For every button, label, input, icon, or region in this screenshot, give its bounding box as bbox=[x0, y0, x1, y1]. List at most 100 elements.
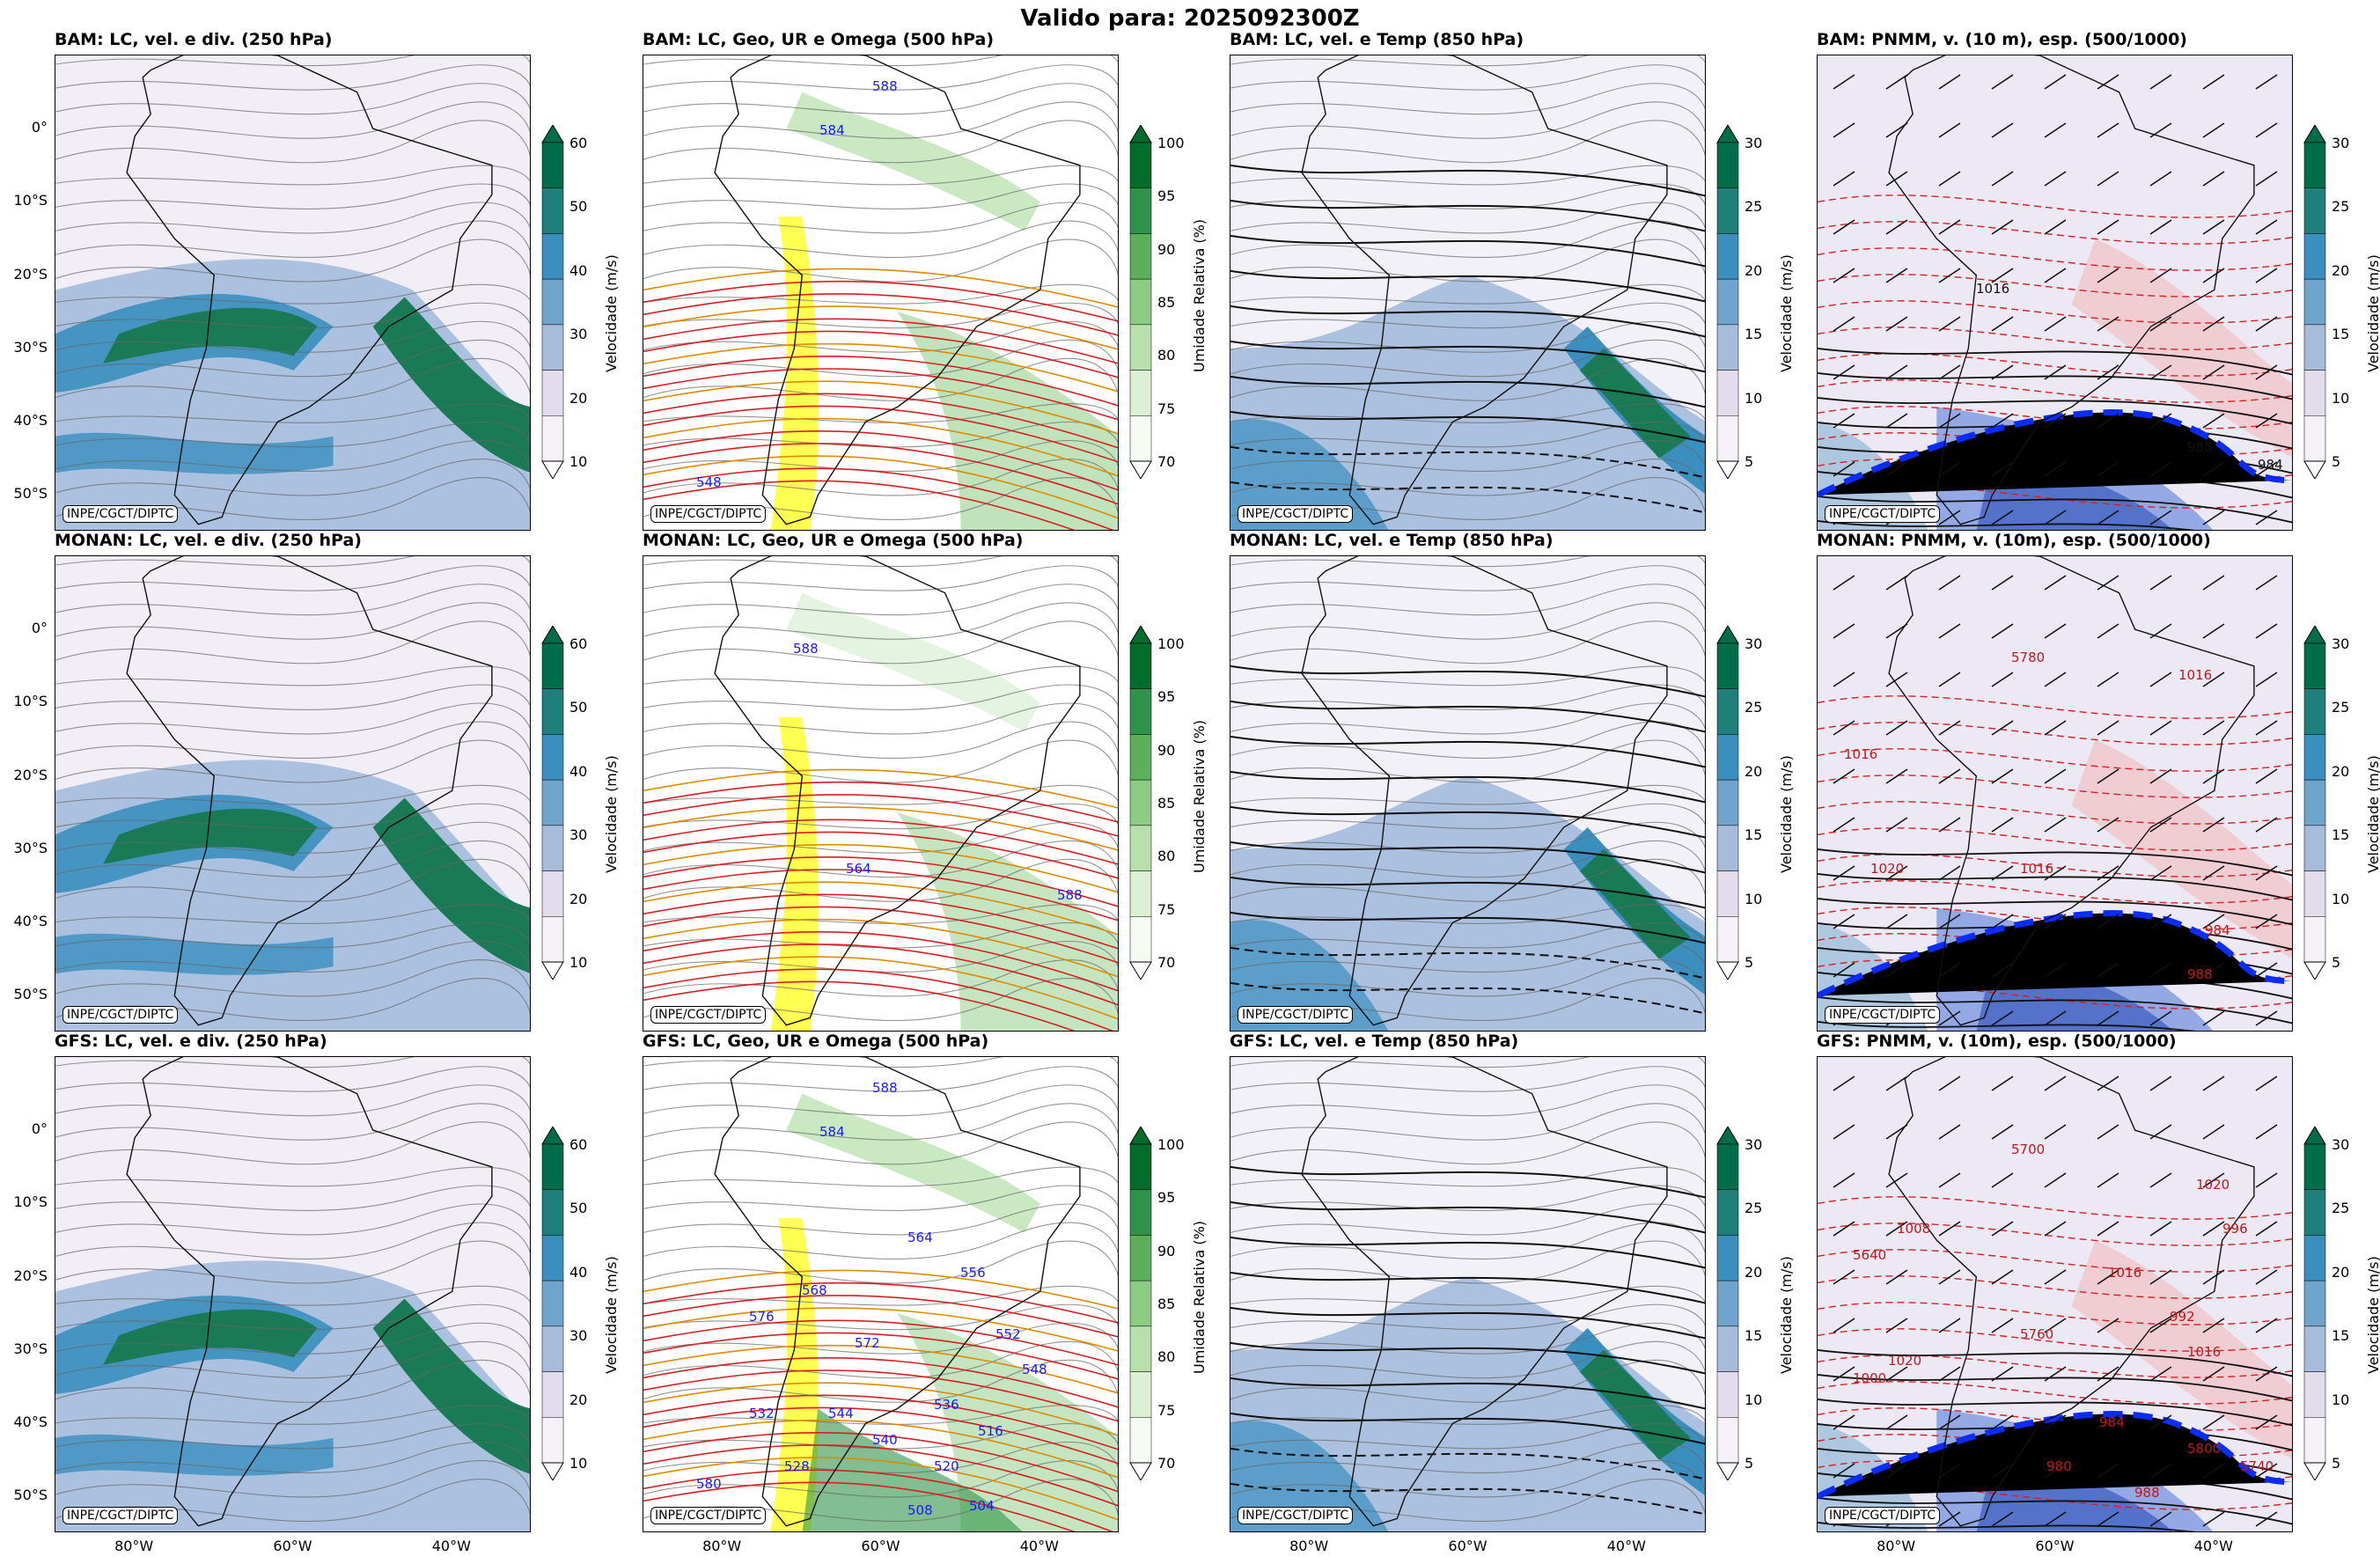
colorbar-segment bbox=[1129, 916, 1152, 963]
credit-label: INPE/CGCT/DIPTC bbox=[650, 505, 767, 523]
thickness-line bbox=[1818, 1411, 2292, 1500]
latitude-label: 10°S bbox=[13, 192, 48, 209]
contour-label: 1016 bbox=[2108, 1265, 2141, 1281]
longitude-label: 80°W bbox=[702, 1538, 742, 1554]
colorbar-segment bbox=[1716, 187, 1739, 234]
colorbar-tick-label: 80 bbox=[1157, 347, 1176, 364]
longitude-label: 40°W bbox=[1606, 1538, 1646, 1554]
credit-label: INPE/CGCT/DIPTC bbox=[62, 1006, 179, 1024]
map-panel: INPE/CGCT/DIPTC bbox=[55, 555, 531, 1032]
colorbar-tick-label: 85 bbox=[1157, 795, 1176, 811]
colorbar-tick-label: 30 bbox=[1745, 1136, 1763, 1153]
colorbar-tick-label: 70 bbox=[1157, 1455, 1176, 1472]
colorbar-segment bbox=[1716, 825, 1739, 871]
colorbar-extend-top bbox=[1129, 1126, 1152, 1145]
colorbar-segment bbox=[541, 370, 564, 416]
coastline bbox=[714, 55, 1081, 525]
colorbar-segment bbox=[541, 734, 564, 781]
contour-label: 528 bbox=[784, 1458, 810, 1474]
panel-title: GFS: LC, vel. e Temp (850 hPa) bbox=[1230, 1032, 1519, 1051]
contour-label: 988 bbox=[2187, 966, 2213, 982]
colorbar-segment bbox=[1716, 1280, 1739, 1327]
colorbar-segment bbox=[541, 324, 564, 371]
credit-label: INPE/CGCT/DIPTC bbox=[1238, 505, 1354, 523]
colorbar-segment bbox=[541, 688, 564, 735]
colorbar-tick-label: 50 bbox=[569, 1200, 588, 1217]
colorbar-segment bbox=[1129, 1417, 1152, 1464]
colorbar-segment bbox=[1716, 1235, 1739, 1281]
colorbar-segment bbox=[541, 1143, 564, 1190]
colorbar-tick-label: 60 bbox=[569, 135, 588, 151]
colorbar-segment bbox=[541, 187, 564, 234]
colorbar-segment bbox=[2303, 1371, 2326, 1418]
colorbar-label: Umidade Relativa (%) bbox=[1191, 719, 1208, 873]
colorbar-segment bbox=[2303, 825, 2326, 871]
contour-label: 1020 bbox=[1888, 1353, 1921, 1369]
colorbar: 100 95 90 85 80 75 70 Umidade Relativa (%) bbox=[1129, 625, 1252, 980]
contour-label: 504 bbox=[969, 1498, 995, 1514]
colorbar: 100 95 90 85 80 75 70 Umidade Relativa (%) bbox=[1129, 124, 1252, 480]
colorbar-tick-label: 10 bbox=[1745, 1391, 1763, 1408]
contour-label: 5740 bbox=[2240, 1458, 2273, 1474]
coastline bbox=[1301, 55, 1668, 525]
coastline bbox=[714, 556, 1081, 1026]
colorbar-tick-label: 15 bbox=[1745, 1327, 1763, 1345]
colorbar-segment bbox=[1129, 688, 1152, 735]
colorbar-tick-label: 80 bbox=[1157, 848, 1176, 865]
coastline bbox=[126, 1057, 493, 1527]
colorbar-tick-label: 15 bbox=[2332, 826, 2350, 844]
streamlines bbox=[643, 1057, 1118, 1522]
contour-label: 988 bbox=[2187, 439, 2213, 455]
colorbar-segment bbox=[1716, 233, 1739, 280]
contour-label: 568 bbox=[802, 1282, 827, 1298]
colorbar-tick-label: 25 bbox=[1745, 699, 1763, 716]
latitude-label: 20°S bbox=[13, 766, 48, 783]
colorbar-segment bbox=[2303, 870, 2326, 917]
map-panel: INPE/CGCT/DIPTC bbox=[1230, 1056, 1706, 1532]
longitude-label: 40°W bbox=[2193, 1538, 2233, 1554]
streamlines bbox=[643, 55, 1118, 520]
colorbar-tick-label: 20 bbox=[1745, 1263, 1763, 1281]
coastline bbox=[1888, 1057, 2255, 1527]
colorbar-segment bbox=[1716, 415, 1739, 462]
longitude-label: 60°W bbox=[273, 1538, 312, 1554]
colorbar-label: Velocidade (m/s) bbox=[603, 1256, 620, 1374]
colorbar-tick-label: 20 bbox=[1745, 762, 1763, 780]
latitude-label: 10°S bbox=[13, 693, 48, 710]
latitude-label: 0° bbox=[31, 620, 48, 637]
colorbar-tick-label: 20 bbox=[2332, 762, 2350, 780]
credit-label: INPE/CGCT/DIPTC bbox=[1825, 1507, 1941, 1524]
credit-label: INPE/CGCT/DIPTC bbox=[650, 1006, 767, 1024]
colorbar-tick-label: 25 bbox=[2332, 699, 2350, 716]
contour-label: 984 bbox=[2099, 1414, 2125, 1430]
wind-barbs bbox=[1833, 1076, 2278, 1527]
colorbar-tick-label: 5 bbox=[1745, 453, 1754, 470]
colorbar-extend-top bbox=[1716, 124, 1739, 143]
colorbar-segment bbox=[1716, 779, 1739, 826]
coastline bbox=[1888, 55, 2255, 525]
colorbar-tick-label: 70 bbox=[1157, 453, 1176, 470]
colorbar-tick-label: 50 bbox=[569, 198, 588, 216]
longitude-label: 60°W bbox=[1448, 1538, 1488, 1554]
colorbar-segment bbox=[1716, 870, 1739, 917]
contour-label: 5780 bbox=[2011, 650, 2045, 665]
colorbar-tick-label: 60 bbox=[569, 1136, 588, 1153]
panel-title: BAM: LC, Geo, UR e Omega (500 hPa) bbox=[643, 30, 995, 49]
colorbar: 30 25 20 15 10 5 Velocidade (m/s) bbox=[2303, 124, 2380, 480]
map-panel: INPE/CGCT/DIPTC bbox=[1230, 555, 1706, 1032]
contour-label: 540 bbox=[872, 1432, 898, 1448]
contour-label: 1020 bbox=[1870, 861, 1904, 877]
contour-label: 508 bbox=[907, 1502, 933, 1518]
colorbar-label: Velocidade (m/s) bbox=[2365, 1256, 2380, 1374]
colorbar-segment bbox=[1716, 1143, 1739, 1190]
colorbar-segment bbox=[2303, 370, 2326, 416]
colorbar-tick-label: 20 bbox=[569, 890, 588, 907]
colorbar-tick-label: 30 bbox=[2332, 135, 2350, 151]
colorbar-extend-bottom bbox=[1129, 961, 1152, 980]
colorbar-extend-bottom bbox=[541, 1462, 564, 1481]
contour-label: 984 bbox=[2205, 922, 2230, 938]
colorbar-label: Velocidade (m/s) bbox=[2365, 755, 2380, 873]
colorbar-tick-label: 40 bbox=[569, 261, 588, 279]
colorbar-segment bbox=[541, 779, 564, 826]
colorbar-extend-top bbox=[2303, 1126, 2326, 1145]
